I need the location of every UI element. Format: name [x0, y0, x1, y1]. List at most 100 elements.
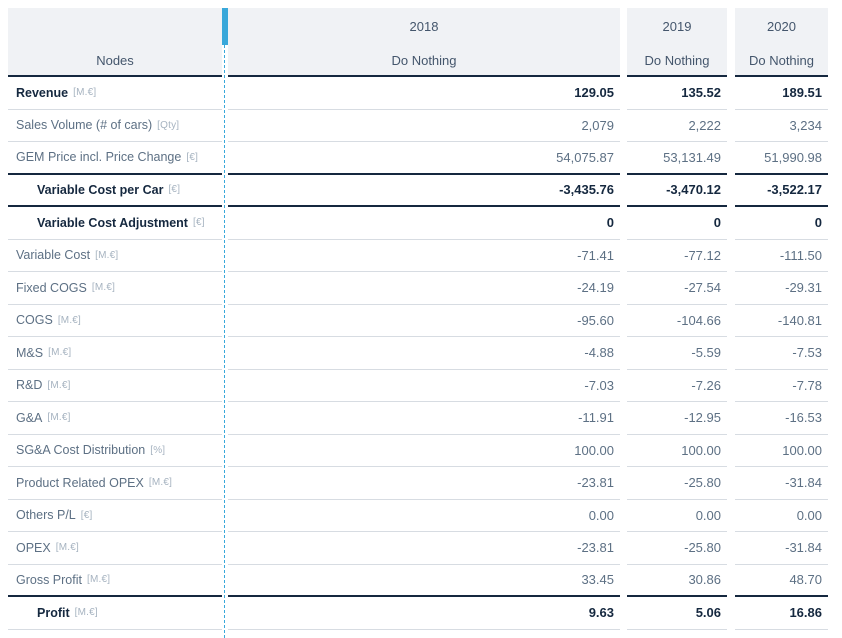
column-gap — [727, 239, 735, 272]
value-cell-2018-sg-a-cost-distribution: 100.00 — [228, 434, 620, 467]
node-label: Revenue — [16, 85, 69, 100]
node-label: COGS — [16, 313, 53, 328]
row-label-variable-cost[interactable]: Variable Cost [M.€] — [8, 239, 222, 272]
value-cell-2020-m-s: -7.53 — [735, 337, 828, 370]
row-label-r-d[interactable]: R&D [M.€] — [8, 369, 222, 402]
column-gap — [727, 304, 735, 337]
separator-cell — [222, 207, 228, 240]
node-unit: [€] — [80, 509, 93, 521]
value-cell-2019-variable-cost-per-car: -3,470.12 — [627, 174, 727, 207]
value-cell-2020-gross-profit: 48.70 — [735, 564, 828, 597]
value-cell-2019-gem-price-incl-price-change: 53,131.49 — [627, 142, 727, 175]
blue-highlight-bar — [222, 8, 228, 45]
table-body: Revenue [M.€] 129.05 135.52 189.51 Sales Volu… — [8, 77, 828, 630]
row-label-opex[interactable]: OPEX [M.€] — [8, 532, 222, 565]
column-gap — [620, 564, 627, 597]
node-label: Gross Profit — [16, 572, 82, 587]
row-label-revenue[interactable]: Revenue [M.€] — [8, 77, 222, 110]
value-cell-2020-r-d: -7.78 — [735, 369, 828, 402]
node-unit: [€] — [192, 217, 205, 229]
column-gap — [727, 499, 735, 532]
separator-cell — [222, 272, 228, 305]
value-cell-2020-g-a: -16.53 — [735, 402, 828, 435]
column-gap — [620, 239, 627, 272]
column-gap — [727, 142, 735, 175]
column-gap — [727, 597, 735, 630]
row-label-gem-price-incl-price-change[interactable]: GEM Price incl. Price Change [€] — [8, 142, 222, 175]
year-header-2020[interactable]: 2020 — [735, 8, 828, 45]
table-row: Fixed COGS [M.€] -24.19 -27.54 -29.31 — [8, 272, 828, 305]
row-label-variable-cost-adjustment[interactable]: Variable Cost Adjustment [€] — [8, 207, 222, 240]
column-gap — [727, 564, 735, 597]
nodes-header-cell[interactable]: Nodes — [8, 45, 222, 77]
value-cell-2018-variable-cost: -71.41 — [228, 239, 620, 272]
node-unit: [M.€] — [55, 542, 79, 554]
value-cell-2018-others-p-l: 0.00 — [228, 499, 620, 532]
column-gap — [727, 467, 735, 500]
value-cell-2020-gem-price-incl-price-change: 51,990.98 — [735, 142, 828, 175]
column-gap — [727, 109, 735, 142]
node-label: SG&A Cost Distribution — [16, 443, 146, 458]
row-label-sg-a-cost-distribution[interactable]: SG&A Cost Distribution [%] — [8, 434, 222, 467]
value-cell-2018-g-a: -11.91 — [228, 402, 620, 435]
row-label-others-p-l[interactable]: Others P/L [€] — [8, 499, 222, 532]
node-unit: [M.€] — [95, 249, 119, 261]
value-cell-2018-variable-cost-per-car: -3,435.76 — [228, 174, 620, 207]
node-label: R&D — [16, 378, 43, 393]
scenario-planning-table: 2018 2019 2020 Nodes Do Nothing Do Nothi… — [8, 8, 828, 638]
table-row: OPEX [M.€] -23.81 -25.80 -31.84 — [8, 532, 828, 565]
year-header-2019[interactable]: 2019 — [627, 8, 727, 45]
row-label-m-s[interactable]: M&S [M.€] — [8, 337, 222, 370]
column-gap — [620, 467, 627, 500]
separator-cell — [222, 142, 228, 175]
row-label-cogs[interactable]: COGS [M.€] — [8, 304, 222, 337]
node-unit: [M.€] — [57, 314, 82, 326]
node-label: Others P/L — [16, 508, 76, 523]
separator-cell — [222, 304, 228, 337]
column-gap — [620, 77, 627, 110]
separator-cell — [222, 402, 228, 435]
column-gap — [620, 207, 627, 240]
separator-cell — [222, 532, 228, 565]
year-header-2018[interactable]: 2018 — [228, 8, 620, 45]
value-cell-2020-opex: -31.84 — [735, 532, 828, 565]
node-label: M&S — [16, 345, 44, 360]
separator-cell — [222, 337, 228, 370]
column-gap — [620, 8, 627, 45]
column-gap — [727, 77, 735, 110]
value-cell-2018-gross-profit: 33.45 — [228, 564, 620, 597]
selected-column-indicator — [222, 8, 228, 45]
table-row: Gross Profit [M.€] 33.45 30.86 48.70 — [8, 564, 828, 597]
table-row: Profit [M.€] 9.63 5.06 16.86 — [8, 597, 828, 630]
value-cell-2018-r-d: -7.03 — [228, 369, 620, 402]
node-label: Variable Cost — [16, 248, 91, 263]
row-label-product-related-opex[interactable]: Product Related OPEX [M.€] — [8, 467, 222, 500]
value-cell-2020-variable-cost-per-car: -3,522.17 — [735, 174, 828, 207]
separator-cell — [222, 239, 228, 272]
scenario-header-2020[interactable]: Do Nothing — [735, 45, 828, 77]
column-gap — [727, 272, 735, 305]
value-cell-2018-opex: -23.81 — [228, 532, 620, 565]
node-unit: [M.€] — [91, 282, 116, 294]
scenario-header-2018[interactable]: Do Nothing — [228, 45, 620, 77]
corner-cell — [8, 8, 222, 45]
row-label-gross-profit[interactable]: Gross Profit [M.€] — [8, 564, 222, 597]
value-cell-2018-fixed-cogs: -24.19 — [228, 272, 620, 305]
node-unit: [M.€] — [73, 87, 97, 99]
scenario-header-2019[interactable]: Do Nothing — [627, 45, 727, 77]
column-gap — [620, 142, 627, 175]
row-label-g-a[interactable]: G&A [M.€] — [8, 402, 222, 435]
value-cell-2020-fixed-cogs: -29.31 — [735, 272, 828, 305]
node-label: GEM Price incl. Price Change — [16, 150, 182, 165]
separator-cell — [222, 597, 228, 630]
node-unit: [Qty] — [157, 119, 180, 131]
value-cell-2020-variable-cost-adjustment: 0 — [735, 207, 828, 240]
node-unit: [M.€] — [47, 379, 71, 391]
row-label-variable-cost-per-car[interactable]: Variable Cost per Car [€] — [8, 174, 222, 207]
row-label-profit[interactable]: Profit [M.€] — [8, 597, 222, 630]
row-label-sales-volume-of-cars[interactable]: Sales Volume (# of cars) [Qty] — [8, 109, 222, 142]
column-gap — [620, 402, 627, 435]
row-label-fixed-cogs[interactable]: Fixed COGS [M.€] — [8, 272, 222, 305]
column-gap — [727, 8, 735, 45]
value-cell-2020-profit: 16.86 — [735, 597, 828, 630]
